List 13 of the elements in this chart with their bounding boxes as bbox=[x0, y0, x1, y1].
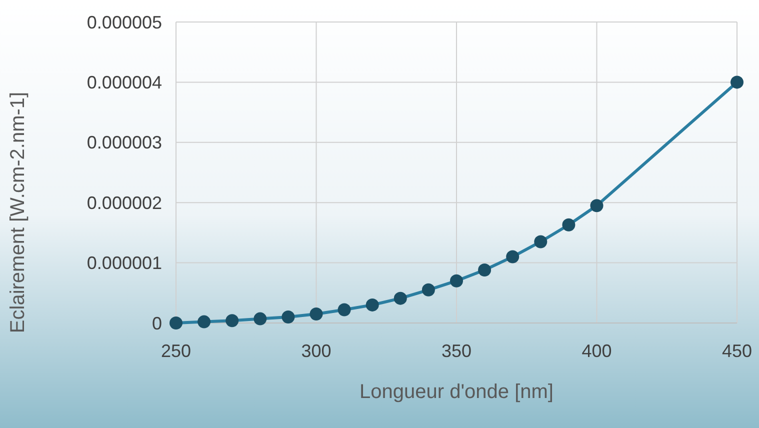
y-axis-title: Eclairement [W.cm-2.nm-1] bbox=[7, 92, 29, 334]
x-tick-label: 250 bbox=[160, 341, 192, 361]
y-tick-label: 0.000004 bbox=[86, 72, 162, 92]
y-tick-label: 0.000002 bbox=[86, 192, 162, 213]
x-tick-label: 450 bbox=[722, 341, 752, 361]
x-tick-label: 300 bbox=[301, 341, 332, 361]
x-axis-title: Longueur d'onde [nm] bbox=[360, 381, 554, 403]
y-tick-label: 0.000005 bbox=[86, 12, 162, 32]
y-tick-label: 0.000001 bbox=[86, 253, 162, 274]
y-tick-label: 0 bbox=[152, 313, 162, 334]
y-tick-label: 0.000003 bbox=[86, 132, 162, 153]
x-tick-label: 350 bbox=[441, 341, 472, 361]
x-tick-label: 400 bbox=[582, 341, 612, 361]
